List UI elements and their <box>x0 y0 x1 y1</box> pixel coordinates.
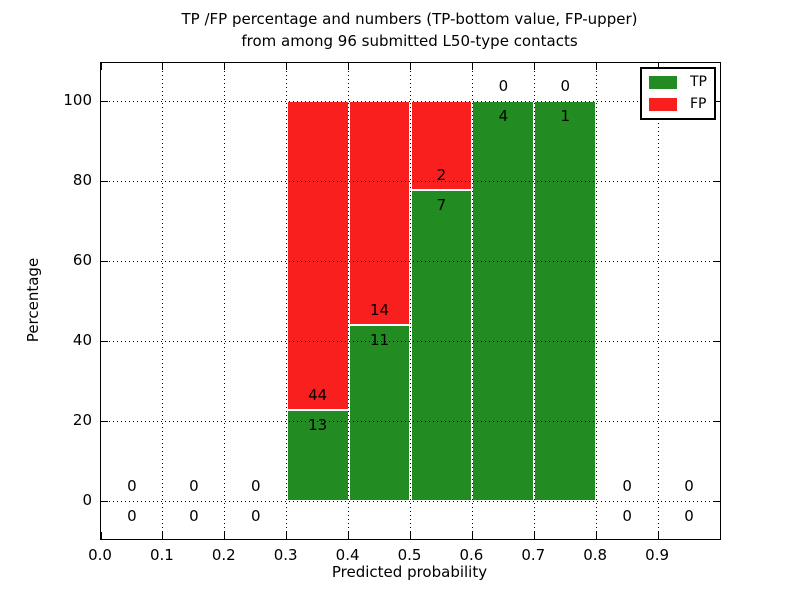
grid-line-vertical <box>471 63 473 539</box>
bars-layer <box>101 63 720 539</box>
x-tick-mark-top <box>348 63 350 70</box>
x-tick-mark-top <box>657 63 659 70</box>
x-tick-mark-top <box>595 63 597 70</box>
y-tick-mark <box>101 100 108 102</box>
bar-count-tp: 7 <box>436 195 447 214</box>
bar-count-fp: 14 <box>370 301 390 320</box>
grid-line-vertical <box>657 63 659 539</box>
legend-item: TP <box>649 75 707 90</box>
y-tick-mark <box>101 500 108 502</box>
x-tick-mark-top <box>471 63 473 70</box>
legend-label: FP <box>690 96 707 112</box>
y-tick-label: 40 <box>72 331 92 349</box>
plot-area: 0 0 0 0 0 0 44 13 14 11 2 7 0 4 0 1 0 0 0 0 TP FP <box>100 62 721 540</box>
bar-count-tp: 0 <box>127 506 137 525</box>
bar-count-tp: 13 <box>308 415 328 434</box>
x-tick-mark <box>286 532 288 539</box>
bar-count-tp: 0 <box>622 506 632 525</box>
bar-segment-tp <box>534 101 597 501</box>
x-tick-label: 0.8 <box>583 546 608 564</box>
x-tick-mark <box>410 532 411 539</box>
x-tick-label: 0.4 <box>335 546 360 564</box>
x-tick-label: 0.5 <box>397 546 422 564</box>
bar-count-fp: 0 <box>622 477 632 496</box>
x-tick-mark <box>595 532 597 539</box>
x-tick-label: 0.7 <box>521 546 546 564</box>
legend-swatch-tp <box>649 76 677 89</box>
bar-count-fp: 0 <box>498 77 509 96</box>
y-tick-label: 0 <box>82 491 92 509</box>
y-tick-label: 80 <box>72 171 92 189</box>
legend-item: FP <box>649 97 707 112</box>
x-tick-mark <box>100 532 102 539</box>
bar-count-tp: 0 <box>189 506 199 525</box>
y-tick-mark-right <box>713 500 720 502</box>
y-tick-mark <box>101 340 108 342</box>
y-tick-mark <box>101 180 108 182</box>
bar-segment-fp <box>286 101 349 410</box>
x-tick-mark-top <box>162 63 164 70</box>
x-tick-mark-top <box>224 63 226 70</box>
x-tick-mark <box>533 532 535 539</box>
x-axis-label: Predicted probability <box>331 563 488 581</box>
grid-line-vertical <box>162 63 164 539</box>
x-tick-mark <box>657 532 659 539</box>
x-tick-mark <box>471 532 473 539</box>
bar-count-fp: 2 <box>436 166 447 185</box>
bar-count-tp: 4 <box>498 106 509 125</box>
grid-line-vertical <box>348 63 350 539</box>
grid-line-vertical <box>224 63 226 539</box>
grid-line-vertical <box>595 63 597 539</box>
y-tick-mark-right <box>713 180 720 182</box>
bar-count-tp: 0 <box>684 506 694 525</box>
bar-count-fp: 0 <box>684 477 694 496</box>
y-tick-mark <box>101 260 108 262</box>
y-tick-mark-right <box>713 340 720 342</box>
x-tick-mark-top <box>410 63 411 70</box>
x-tick-label: 0.2 <box>211 546 236 564</box>
bar-count-fp: 44 <box>308 385 328 404</box>
y-tick-label: 60 <box>72 251 92 269</box>
bar-segment-fp <box>348 101 411 325</box>
chart-title: TP /FP percentage and numbers (TP-bottom… <box>100 8 719 52</box>
bar-count-tp: 11 <box>370 330 390 349</box>
x-tick-label: 0.9 <box>645 546 670 564</box>
y-tick-mark-right <box>713 260 720 262</box>
x-tick-label: 0.1 <box>149 546 174 564</box>
y-tick-label: 20 <box>72 411 92 429</box>
legend-label: TP <box>690 74 707 90</box>
bar-count-fp: 0 <box>127 477 137 496</box>
x-tick-mark <box>162 532 164 539</box>
y-tick-mark-right <box>713 100 720 102</box>
chart-title-line1: TP /FP percentage and numbers (TP-bottom… <box>181 10 638 28</box>
x-tick-mark-top <box>286 63 288 70</box>
y-tick-label: 100 <box>63 91 92 109</box>
grid-line-vertical <box>410 63 411 539</box>
y-axis-label: Percentage <box>24 257 42 343</box>
x-tick-mark-top <box>533 63 535 70</box>
chart-title-line2: from among 96 submitted L50-type contact… <box>241 32 578 50</box>
y-tick-mark <box>101 420 108 422</box>
legend-swatch-fp <box>649 98 677 111</box>
x-tick-label: 0.6 <box>459 546 484 564</box>
bar-count-tp: 0 <box>250 506 261 525</box>
grid-line-vertical <box>533 63 535 539</box>
x-tick-label: 0.3 <box>273 546 298 564</box>
x-tick-mark <box>224 532 226 539</box>
bar-count-fp: 0 <box>560 77 571 96</box>
y-tick-mark-right <box>713 420 720 422</box>
bar-count-fp: 0 <box>189 477 199 496</box>
x-tick-label: 0.0 <box>88 546 112 564</box>
grid-line-vertical <box>286 63 288 539</box>
x-tick-mark-top <box>100 63 102 70</box>
bar-count-tp: 1 <box>560 106 571 125</box>
grid-layer <box>100 63 720 539</box>
x-tick-mark <box>348 532 350 539</box>
bar-labels-layer: 0 0 0 0 0 0 44 13 14 11 2 7 0 4 0 1 0 0 0 0 <box>101 63 720 539</box>
legend: TP FP <box>640 67 716 120</box>
bar-count-fp: 0 <box>250 477 261 496</box>
